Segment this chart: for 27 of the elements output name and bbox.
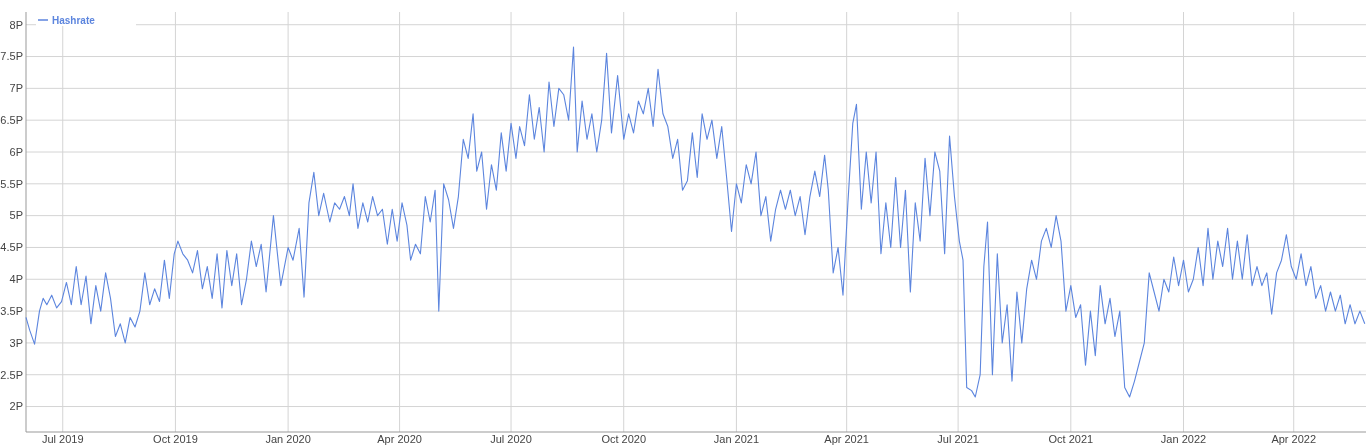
y-tick-label: 6.5P	[0, 114, 23, 127]
y-tick-label: 4.5P	[0, 241, 23, 254]
line-series	[25, 46, 1366, 398]
y-tick-label: 8P	[9, 18, 23, 31]
x-tick-label: Jul 2020	[490, 433, 532, 445]
x-tick-label: Jan 2020	[265, 433, 311, 445]
y-tick-label: 5.5P	[0, 177, 23, 190]
x-tick-label: Jan 2021	[713, 433, 760, 445]
y-tick-label: 2P	[9, 400, 23, 413]
y-tick-label: 2.5P	[0, 368, 23, 381]
y-tick-label: 5P	[9, 209, 23, 222]
y-tick-label: 3.5P	[0, 304, 23, 317]
y-tick-label: 3P	[9, 336, 23, 349]
y-tick-label: 6P	[9, 145, 23, 158]
x-tick-label: Apr 2021	[824, 433, 869, 445]
y-tick-label: 7.5P	[0, 50, 23, 63]
x-tick-label: Oct 2021	[1048, 433, 1094, 445]
x-tick-label: Oct 2020	[601, 433, 647, 445]
x-tick-label: Jul 2021	[937, 433, 979, 445]
legend-label: Hashrate	[52, 14, 96, 26]
x-tick-label: Jul 2019	[41, 433, 84, 445]
x-tick-label: Apr 2020	[377, 433, 422, 445]
y-tick-label: 4P	[9, 273, 23, 286]
y-tick-label: 7P	[9, 82, 23, 95]
x-tick-label: Jan 2022	[1160, 433, 1207, 445]
x-tick-label: Apr 2022	[1271, 433, 1317, 445]
x-tick-label: Oct 2019	[153, 433, 198, 445]
